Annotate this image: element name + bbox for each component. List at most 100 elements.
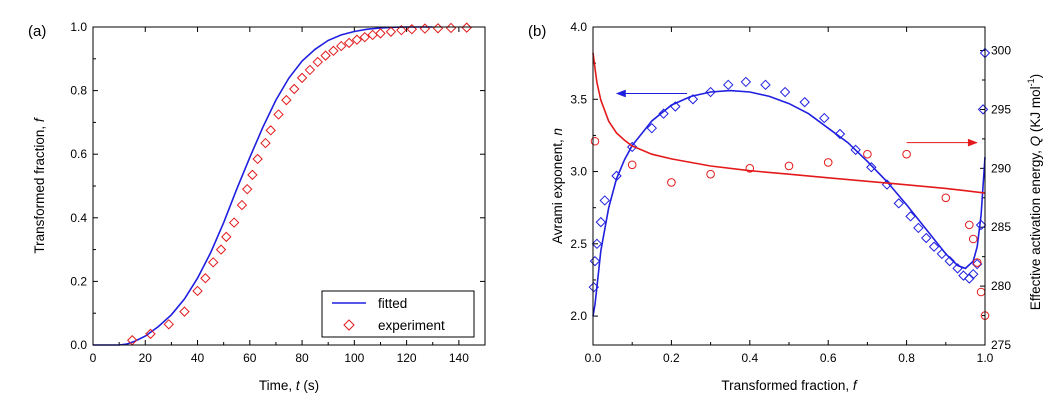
b-y2-tick-label: 290	[991, 161, 1011, 175]
a-y-tick-label: 0.2	[70, 274, 87, 288]
a-experiment-point	[260, 137, 271, 149]
panel-b-plot-frame	[592, 26, 986, 346]
panel-b-y2-axis-label-close: )	[1028, 74, 1043, 79]
b-y-tick-label: 3.0	[570, 165, 587, 179]
b-q-point	[706, 169, 715, 179]
a-experiment-point	[145, 328, 156, 340]
panel-b-y2-axis-label-sup: -1	[1026, 78, 1036, 86]
b-n-point	[977, 104, 989, 115]
b-q-point	[745, 164, 755, 173]
b-n-point	[964, 273, 975, 284]
panel-a-y-axis-label-prefix: Transformed fraction,	[32, 122, 47, 254]
b-n-point	[893, 198, 904, 209]
a-y-tick-label: 0.8	[70, 84, 87, 98]
a-experiment-point	[236, 199, 248, 211]
b-q-point	[965, 220, 974, 230]
b-x-tick-label: 0.8	[898, 351, 915, 365]
a-experiment-point	[375, 28, 386, 39]
panel-b-y2-axis-label-prefix: Effective activation energy,	[1028, 146, 1043, 310]
b-n-point	[611, 170, 622, 182]
a-experiment-point	[336, 40, 347, 52]
a-experiment-point	[265, 125, 276, 136]
b-n-point	[975, 219, 987, 231]
b-n-point	[971, 258, 983, 270]
b-n-point	[705, 86, 716, 98]
b-x-tick-label: 1.0	[977, 351, 994, 365]
a-experiment-point	[351, 34, 363, 45]
a-experiment-point	[241, 183, 253, 195]
a-experiment-point	[385, 26, 397, 37]
panel-a: (a) 0 20 40 60 80 100 120 140 0.0 0.2 0.4 0.6 0.8 1.0…	[28, 20, 486, 393]
panel-b-y2-axis-label: Effective activation energy, Q (KJ mol-1…	[1026, 74, 1043, 310]
panel-b-label: (b)	[528, 23, 546, 40]
b-n-point	[646, 122, 658, 134]
b-n-point	[866, 162, 877, 173]
panel-b-x-axis-label-var: f	[853, 378, 858, 393]
b-n-point	[589, 255, 601, 267]
b-n-point	[740, 76, 752, 88]
b-n-point	[968, 268, 979, 280]
b-y-tick-label: 3.5	[570, 92, 587, 106]
panel-a-x-axis-label-var: t	[296, 378, 301, 393]
b-n-point	[834, 128, 846, 140]
a-series-fitted-line	[93, 26, 433, 346]
a-experiment-point	[228, 217, 240, 228]
a-x-tick-label: 100	[344, 351, 364, 365]
b-x-tick-label: 0.2	[663, 351, 680, 365]
a-x-tick-label: 120	[397, 351, 417, 365]
panel-b-y-axis-label-prefix: Avrami exponent,	[550, 135, 565, 244]
panel-a-y-axis-label: Transformed fraction, f	[32, 117, 47, 254]
a-x-tick-label: 60	[243, 351, 257, 365]
a-experiment-point	[273, 109, 284, 120]
b-q-point	[590, 136, 600, 146]
b-n-point	[944, 255, 955, 267]
panel-a-x-axis-label-prefix: Time,	[259, 378, 296, 393]
a-experiment-point	[200, 273, 211, 284]
b-n-point	[599, 195, 610, 206]
a-experiment-point	[432, 23, 444, 34]
panel-b-x-axis-label: Transformed fraction, f	[721, 378, 858, 393]
panel-a-series	[93, 22, 472, 346]
b-y2-tick-label: 300	[991, 44, 1011, 58]
panel-b: (b) 0.0 0.2 0.4 0.6 0.8 1.0 2.0 2.5 3.0 3.5 4.0 275…	[528, 20, 1043, 393]
a-x-tick-label: 20	[139, 351, 153, 365]
panel-a-x-axis-label-unit: (s)	[300, 378, 320, 393]
a-y-tick-label: 0.0	[70, 338, 87, 352]
panel-b-x-axis-label-prefix: Transformed fraction,	[721, 378, 853, 393]
b-q-point	[968, 234, 978, 244]
b-n-point	[799, 96, 810, 108]
a-y-tick-label: 0.4	[70, 211, 87, 225]
b-arrow-red-head	[967, 138, 978, 147]
b-q-point	[976, 287, 986, 297]
panel-a-ticks: 0 20 40 60 80 100 120 140 0.0 0.2 0.4 0.6 0.8 1.0	[70, 20, 485, 365]
b-n-point	[687, 94, 699, 105]
a-experiment-point	[192, 285, 203, 297]
b-q-point	[972, 258, 982, 267]
a-experiment-point	[221, 231, 232, 243]
b-y-tick-label: 2.5	[570, 237, 587, 251]
b-n-point	[779, 86, 791, 98]
b-q-point	[784, 161, 794, 171]
b-x-tick-label: 0.6	[820, 351, 837, 365]
a-experiment-point	[328, 45, 339, 57]
b-n-point	[952, 263, 963, 274]
b-y-tick-label: 2.0	[570, 309, 587, 323]
b-n-point	[913, 222, 924, 234]
b-n-point	[905, 211, 916, 222]
b-x-tick-label: 0.0	[585, 351, 602, 365]
panel-b-series	[588, 47, 991, 320]
b-q-point	[902, 149, 911, 159]
b-n-point	[936, 248, 948, 260]
legend-experiment-label: experiment	[378, 318, 445, 333]
b-n-point	[920, 232, 932, 244]
b-x-tick-label: 0.4	[741, 351, 758, 365]
panel-b-y2-axis-label-var: Q	[1028, 135, 1043, 146]
a-experiment-point	[359, 31, 370, 43]
b-n-point	[588, 281, 599, 293]
b-y2-tick-label: 275	[991, 338, 1011, 352]
b-n-point	[760, 79, 771, 91]
a-experiment-point	[163, 319, 174, 330]
b-series-2-line	[592, 52, 986, 194]
a-experiment-point	[445, 22, 457, 34]
